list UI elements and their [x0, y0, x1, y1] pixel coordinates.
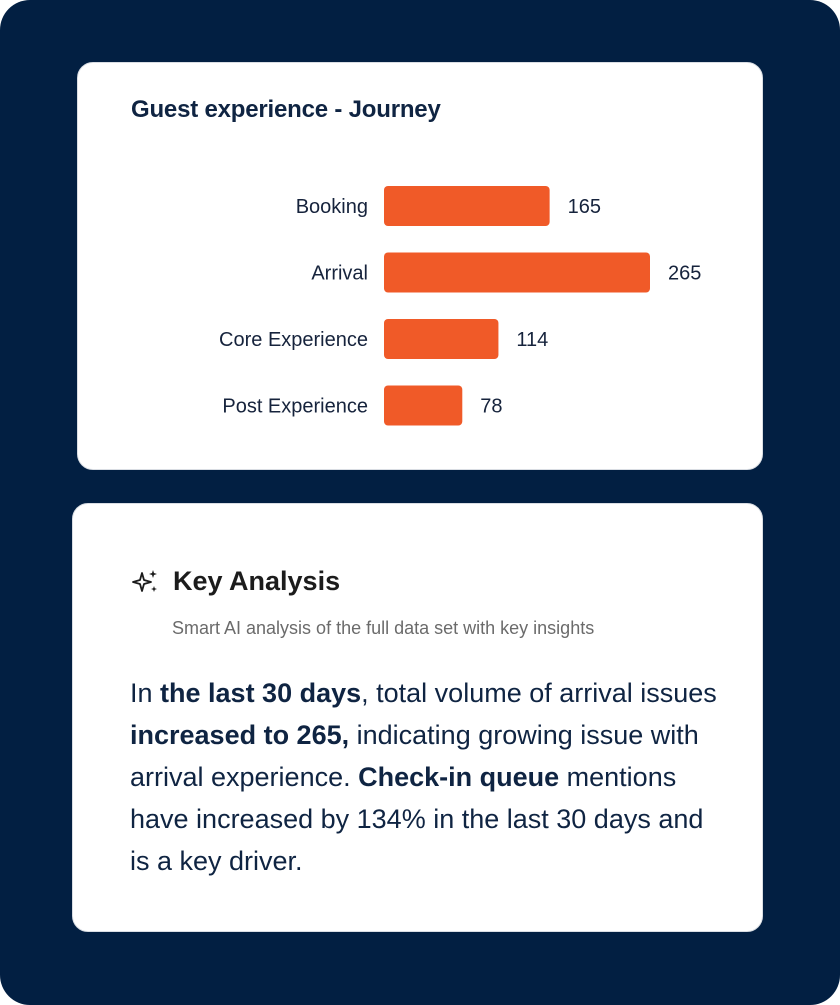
- body-text-3: indicating growing issue with arrival ex…: [130, 720, 699, 792]
- journey-bar-chart: Booking 165 Arrival 265 Core Experience 114 Po…: [219, 186, 701, 426]
- value-label-post-experience: 78: [480, 396, 502, 418]
- analysis-subtitle: Smart AI analysis of the full data set w…: [172, 618, 595, 638]
- body-bold-2: increased to 265,: [130, 720, 350, 750]
- category-label-post-experience: Post Experience: [222, 396, 368, 418]
- value-label-booking: 165: [568, 196, 601, 218]
- body-bold-1: the last 30 days: [160, 678, 362, 708]
- category-label-core-experience: Core Experience: [219, 329, 368, 351]
- analysis-body: In the last 30 days, total volume of arr…: [130, 672, 730, 882]
- analysis-header: Key Analysis: [131, 566, 340, 597]
- body-text-2: , total volume of arrival issues: [361, 678, 717, 708]
- body-text-1: In: [130, 678, 161, 708]
- body-bold-3: Check-in queue: [358, 762, 560, 792]
- category-label-arrival: Arrival: [311, 263, 368, 285]
- value-label-arrival: 265: [668, 263, 701, 285]
- analysis-title: Key Analysis: [173, 566, 341, 596]
- key-analysis-card: Key Analysis Smart AI analysis of the fu…: [72, 503, 763, 932]
- bar-post-experience[interactable]: [384, 385, 463, 426]
- value-label-core-experience: 114: [516, 329, 548, 351]
- body-text-4: mentions have increased by 134% in the l…: [130, 762, 704, 876]
- bar-booking[interactable]: [384, 186, 550, 226]
- sparkle-icon: [132, 569, 157, 592]
- bar-arrival[interactable]: [384, 252, 650, 293]
- journey-chart-card: Guest experience - Journey Booking 165 Arr…: [77, 62, 763, 470]
- bar-core-experience[interactable]: [384, 319, 499, 359]
- category-label-booking: Booking: [296, 196, 368, 218]
- chart-title: Guest experience - Journey: [131, 96, 441, 123]
